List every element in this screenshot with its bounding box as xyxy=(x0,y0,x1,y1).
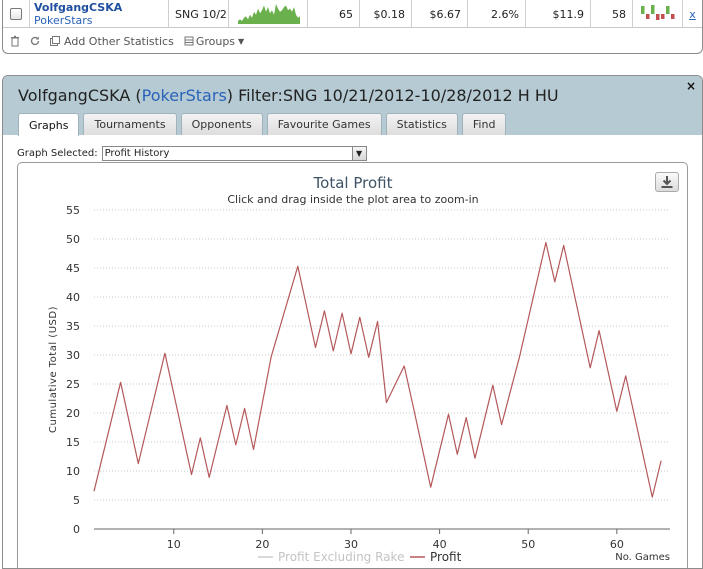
result-bar xyxy=(671,14,675,19)
y-tick-label: 45 xyxy=(66,262,80,275)
player-name-link[interactable]: VolfgangCSKA xyxy=(34,1,123,14)
add-other-statistics-label: Add Other Statistics xyxy=(64,34,174,48)
panel-header: VolfgangCSKA (PokerStars) Filter:SNG 10/… xyxy=(3,76,702,136)
tab-statistics[interactable]: Statistics xyxy=(385,113,458,135)
results-bars xyxy=(641,5,675,20)
tab-tournaments[interactable]: Tournaments xyxy=(83,113,177,135)
trash-icon[interactable] xyxy=(9,35,21,47)
y-tick-label: 0 xyxy=(73,523,80,536)
y-tick-label: 25 xyxy=(66,378,80,391)
graph-select[interactable]: Profit History ▼ xyxy=(101,146,367,161)
add-other-statistics-button[interactable]: Add Other Statistics xyxy=(49,35,174,48)
result-bar xyxy=(651,5,655,14)
x-tick-label: 40 xyxy=(433,538,447,551)
chevron-down-icon[interactable]: ▼ xyxy=(351,147,366,160)
tab-graphs[interactable]: Graphs xyxy=(18,113,80,136)
count-cell: 58 xyxy=(591,0,633,28)
result-bar xyxy=(641,6,645,14)
profit-sparkline xyxy=(238,4,300,24)
download-icon xyxy=(661,176,673,188)
sparkline-cell xyxy=(229,0,308,28)
x-tick-label: 50 xyxy=(521,538,535,551)
tab-favourite-games[interactable]: Favourite Games xyxy=(266,113,382,135)
select-cell xyxy=(3,0,30,28)
graph-selector-row: Graph Selected: Profit History ▼ xyxy=(17,146,367,161)
panel-title-site-link[interactable]: PokerStars xyxy=(141,86,227,105)
profit-line xyxy=(93,241,662,498)
x-tick-label: 10 xyxy=(167,538,181,551)
buyin-cell: $11.9 xyxy=(526,0,591,28)
remove-row-link[interactable]: x xyxy=(689,7,696,21)
download-button[interactable] xyxy=(655,172,679,192)
graph-selected-label: Graph Selected: xyxy=(17,148,98,159)
groups-label: Groups xyxy=(195,34,236,48)
results-bars-cell xyxy=(633,0,683,28)
x-tick-label: 30 xyxy=(344,538,358,551)
sparkline-area xyxy=(238,4,300,24)
graph-select-value: Profit History xyxy=(104,148,170,159)
player-stats-panel: VolfgangCSKA (PokerStars) Filter:SNG 10/… xyxy=(2,75,703,569)
y-tick-label: 5 xyxy=(73,494,80,507)
refresh-icon[interactable] xyxy=(29,35,41,47)
close-icon[interactable]: × xyxy=(685,79,696,93)
player-row[interactable]: VolfgangCSKA PokerStars SNG 10/2 65 $0.1… xyxy=(3,0,702,28)
y-tick-label: 40 xyxy=(66,291,80,304)
panel-tabs: Graphs Tournaments Opponents Favourite Game… xyxy=(18,113,510,136)
row-checkbox[interactable] xyxy=(10,8,22,20)
y-tick-label: 55 xyxy=(66,204,80,217)
y-tick-label: 10 xyxy=(66,465,80,478)
x-tick-label: 60 xyxy=(610,538,624,551)
chart-title: Total Profit xyxy=(313,174,393,192)
result-bar xyxy=(661,14,665,19)
panel-title: VolfgangCSKA (PokerStars) Filter:SNG 10/… xyxy=(18,86,559,105)
player-cell: VolfgangCSKA PokerStars xyxy=(30,0,169,28)
chevron-down-icon: ▼ xyxy=(238,36,245,46)
y-tick-label: 35 xyxy=(66,320,80,333)
game-cell: SNG 10/2 xyxy=(169,0,229,28)
stats-toolbar: Add Other Statistics Groups ▼ xyxy=(9,32,244,50)
legend-item: Profit xyxy=(430,550,462,564)
y-tick-label: 50 xyxy=(66,233,80,246)
groups-icon xyxy=(184,36,194,46)
y-tick-label: 30 xyxy=(66,349,80,362)
y-tick-label: 15 xyxy=(66,436,80,449)
avg-cell: $0.18 xyxy=(360,0,412,28)
result-bar xyxy=(666,6,670,14)
total-cell: $6.67 xyxy=(412,0,468,28)
panel-title-filter: ) Filter:SNG 10/21/2012-10/28/2012 H HU xyxy=(226,86,559,105)
player-row-card: VolfgangCSKA PokerStars SNG 10/2 65 $0.1… xyxy=(2,0,703,54)
games-cell: 65 xyxy=(308,0,360,28)
x-tick-label: 20 xyxy=(255,538,269,551)
panel-title-player: VolfgangCSKA ( xyxy=(18,86,142,105)
y-tick-label: 20 xyxy=(66,407,80,420)
y-axis-label: Cumulative Total (USD) xyxy=(48,306,59,433)
chart-subtitle: Click and drag inside the plot area to z… xyxy=(227,193,478,206)
chart-container[interactable]: Total Profit Click and drag inside the pl… xyxy=(17,162,689,569)
x-axis-label: No. Games xyxy=(615,552,670,563)
window-icon xyxy=(50,36,60,46)
legend-item: Profit Excluding Rake xyxy=(278,550,404,564)
result-bar xyxy=(656,14,660,20)
roi-cell: 2.6% xyxy=(468,0,526,28)
tab-opponents[interactable]: Opponents xyxy=(180,113,263,135)
groups-dropdown[interactable]: Groups ▼ xyxy=(184,35,244,48)
tab-find[interactable]: Find xyxy=(461,113,507,135)
result-bar xyxy=(646,14,650,19)
player-site-link[interactable]: PokerStars xyxy=(34,14,93,27)
